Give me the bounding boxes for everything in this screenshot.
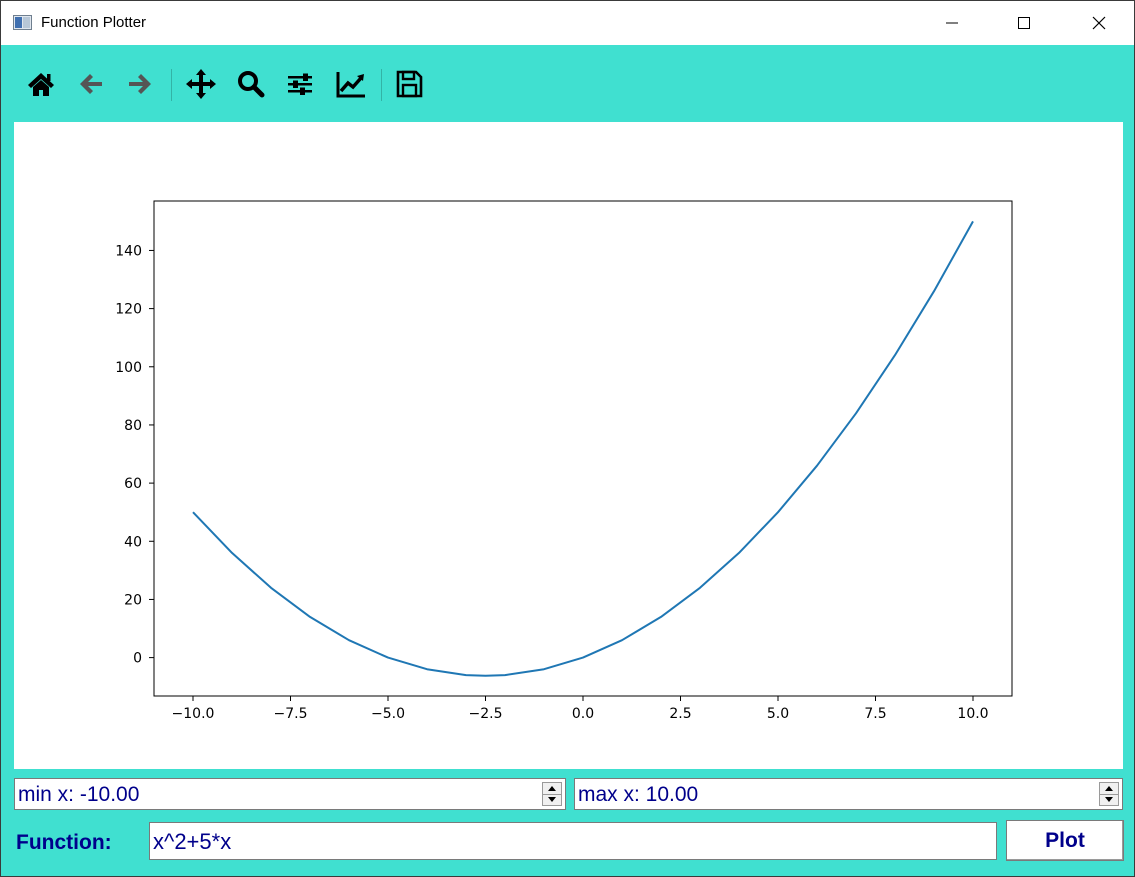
home-button[interactable] [23,66,59,102]
configure-subplots-icon [288,73,312,95]
x-tick-label: −2.5 [469,706,503,722]
save-button[interactable] [391,66,427,102]
forward-arrow-icon [129,74,151,94]
down-arrow-icon [1105,797,1113,802]
plot-axes-frame [153,200,1013,697]
plot-button[interactable]: Plot [1006,820,1124,861]
maximize-icon [1018,17,1030,29]
x-tick-label: 7.5 [864,706,886,722]
y-tick-label: 40 [124,534,142,550]
pan-button[interactable] [183,66,219,102]
minimize-button[interactable] [929,1,975,45]
max-x-decrement-button[interactable] [1100,794,1118,805]
x-tick-label: 0.0 [572,706,594,722]
max-x-increment-button[interactable] [1100,783,1118,795]
y-tick-label: 140 [115,243,142,259]
forward-button[interactable] [122,66,158,102]
function-label: Function: [16,831,112,854]
back-button[interactable] [73,66,109,102]
zoom-icon [238,71,265,98]
save-icon [396,70,423,98]
chart: −10.0 −7.5 −5.0 −2.5 0.0 2.5 5.0 7.5 10.0 0 20 40 60… [115,200,1013,722]
plot-canvas[interactable]: −10.0 −7.5 −5.0 −2.5 0.0 2.5 5.0 7.5 10.0 0 20 40 60… [14,122,1123,769]
min-x-increment-button[interactable] [543,783,561,795]
minimize-icon [946,22,958,24]
min-x-spinbox[interactable]: min x: -10.00 [14,778,566,810]
min-x-value: min x: -10.00 [18,783,140,806]
max-x-value: max x: 10.00 [578,783,699,806]
y-tick-label: 80 [124,418,142,434]
function-input-value: x^2+5*x [153,829,232,854]
close-button[interactable] [1076,1,1122,45]
min-x-decrement-button[interactable] [543,794,561,805]
window-title: Function Plotter [41,14,147,31]
maximize-button[interactable] [1001,1,1047,45]
toolbar-separator [171,69,172,101]
max-x-stepper[interactable] [1099,782,1119,806]
x-tick-label: −7.5 [274,706,308,722]
y-tick-label: 120 [115,302,142,318]
function-input[interactable]: x^2+5*x [149,822,997,860]
x-tick-label: 10.0 [957,706,988,722]
title-bar[interactable]: Function Plotter [1,1,1134,45]
home-icon [28,73,54,96]
y-tick-label: 0 [133,651,142,667]
min-x-stepper[interactable] [542,782,562,806]
x-tick-label: 5.0 [767,706,789,722]
toolbar-separator [381,69,382,101]
zoom-button[interactable] [233,66,269,102]
back-arrow-icon [80,74,102,94]
close-icon [1092,16,1106,30]
edit-axis-icon [336,72,365,98]
down-arrow-icon [548,797,556,802]
function-curve [192,220,974,677]
y-tick-label: 20 [124,592,142,608]
max-x-spinbox[interactable]: max x: 10.00 [574,778,1123,810]
configure-subplots-button[interactable] [282,66,318,102]
x-tick-label: −5.0 [371,706,405,722]
y-tick-label: 60 [124,476,142,492]
x-tick-label: −10.0 [172,706,215,722]
up-arrow-icon [548,786,556,791]
app-icon [13,15,32,30]
pan-icon [186,69,216,99]
up-arrow-icon [1105,786,1113,791]
y-tick-label: 100 [115,360,142,376]
x-tick-label: 2.5 [669,706,691,722]
edit-axis-button[interactable] [333,66,369,102]
navigation-toolbar [1,46,1134,122]
